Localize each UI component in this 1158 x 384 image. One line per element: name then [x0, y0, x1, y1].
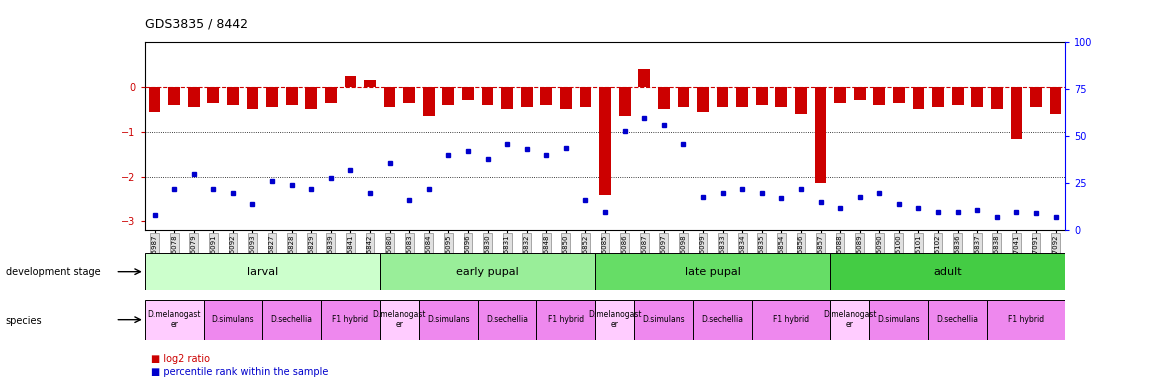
Bar: [618, 87, 630, 116]
Bar: [482, 87, 493, 105]
Bar: [345, 76, 357, 87]
Text: F1 hybrid: F1 hybrid: [332, 315, 368, 324]
Bar: [403, 87, 415, 103]
Bar: [462, 87, 474, 101]
Bar: [423, 87, 434, 116]
Bar: [834, 87, 846, 103]
Bar: [796, 87, 807, 114]
Bar: [204, 300, 262, 340]
Text: F1 hybrid: F1 hybrid: [1009, 315, 1045, 324]
Bar: [677, 87, 689, 107]
Bar: [262, 300, 321, 340]
Bar: [952, 87, 963, 105]
Bar: [987, 300, 1065, 340]
Text: D.sechellia: D.sechellia: [486, 315, 528, 324]
Bar: [1011, 87, 1023, 139]
Text: D.simulans: D.simulans: [643, 315, 686, 324]
Bar: [635, 300, 694, 340]
Text: D.simulans: D.simulans: [878, 315, 921, 324]
Bar: [752, 300, 830, 340]
Bar: [168, 87, 179, 105]
Bar: [148, 87, 161, 112]
Text: early pupal: early pupal: [456, 266, 519, 277]
Bar: [717, 87, 728, 107]
Bar: [227, 87, 239, 105]
Text: development stage: development stage: [6, 267, 101, 277]
Bar: [321, 300, 380, 340]
Bar: [560, 87, 572, 109]
Bar: [853, 87, 865, 101]
Bar: [325, 87, 337, 103]
Text: D.sechellia: D.sechellia: [702, 315, 743, 324]
Text: F1 hybrid: F1 hybrid: [774, 315, 809, 324]
Text: adult: adult: [933, 266, 962, 277]
Bar: [932, 87, 944, 107]
Text: D.melanogast
er: D.melanogast er: [588, 310, 642, 329]
Text: GDS3835 / 8442: GDS3835 / 8442: [145, 18, 248, 31]
Bar: [972, 87, 983, 107]
Bar: [913, 87, 924, 109]
Bar: [536, 300, 595, 340]
Bar: [873, 87, 885, 105]
Bar: [286, 87, 298, 105]
Bar: [929, 300, 987, 340]
Bar: [478, 300, 536, 340]
Text: D.melanogast
er: D.melanogast er: [147, 310, 200, 329]
Bar: [776, 87, 787, 107]
Bar: [580, 87, 592, 107]
Text: species: species: [6, 316, 43, 326]
Bar: [364, 80, 376, 87]
Text: late pupal: late pupal: [684, 266, 741, 277]
Bar: [697, 87, 709, 112]
Bar: [188, 87, 199, 107]
Bar: [814, 87, 827, 184]
Bar: [383, 87, 396, 107]
Bar: [419, 300, 478, 340]
Text: larval: larval: [247, 266, 278, 277]
Bar: [266, 87, 278, 107]
Bar: [595, 253, 830, 290]
Bar: [870, 300, 929, 340]
Text: D.simulans: D.simulans: [427, 315, 470, 324]
Bar: [306, 87, 317, 109]
Text: F1 hybrid: F1 hybrid: [548, 315, 584, 324]
Bar: [1049, 87, 1062, 114]
Text: D.melanogast
er: D.melanogast er: [373, 310, 426, 329]
Text: D.sechellia: D.sechellia: [937, 315, 979, 324]
Bar: [736, 87, 748, 107]
Bar: [380, 300, 419, 340]
Bar: [658, 87, 669, 109]
Bar: [599, 87, 611, 195]
Bar: [145, 253, 380, 290]
Bar: [830, 253, 1065, 290]
Bar: [694, 300, 752, 340]
Bar: [442, 87, 454, 105]
Bar: [145, 300, 204, 340]
Text: ■ percentile rank within the sample: ■ percentile rank within the sample: [151, 367, 328, 377]
Bar: [991, 87, 1003, 109]
Bar: [380, 253, 595, 290]
Bar: [521, 87, 533, 107]
Bar: [893, 87, 904, 103]
Bar: [207, 87, 219, 103]
Bar: [756, 87, 768, 105]
Bar: [830, 300, 870, 340]
Bar: [501, 87, 513, 109]
Text: ■ log2 ratio: ■ log2 ratio: [151, 354, 210, 364]
Text: D.simulans: D.simulans: [212, 315, 255, 324]
Text: D.sechellia: D.sechellia: [271, 315, 313, 324]
Bar: [638, 69, 650, 87]
Bar: [1031, 87, 1042, 107]
Bar: [247, 87, 258, 109]
Text: D.melanogast
er: D.melanogast er: [823, 310, 877, 329]
Bar: [541, 87, 552, 105]
Bar: [595, 300, 635, 340]
